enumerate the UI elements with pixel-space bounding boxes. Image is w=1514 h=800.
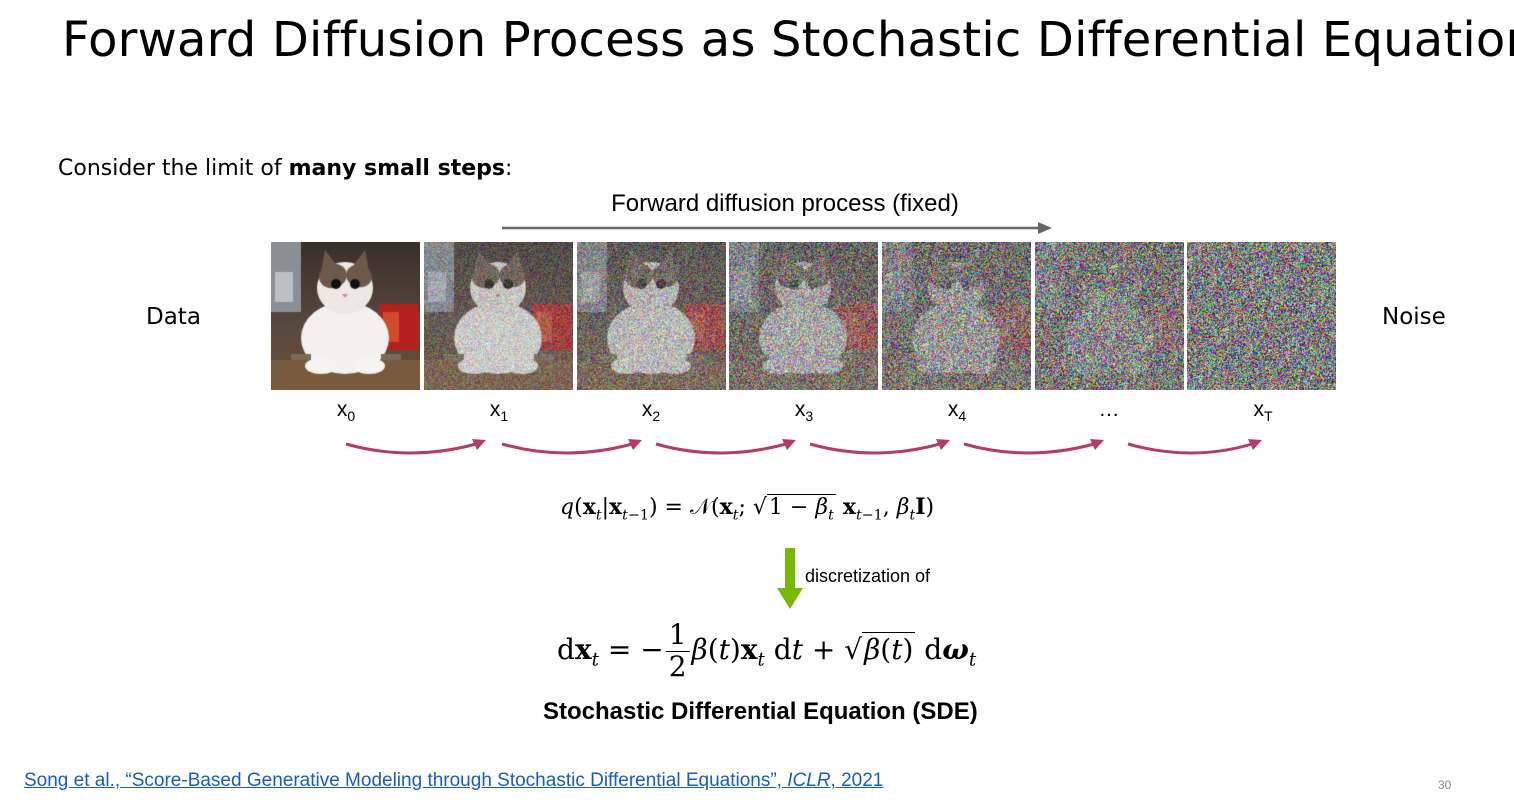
arc-head-5 xyxy=(1090,439,1104,450)
step-label-x2: x2 xyxy=(641,398,661,424)
step-label-x4: x4 xyxy=(947,398,967,424)
noise-label: Noise xyxy=(1382,304,1446,330)
arc-2-3 xyxy=(655,442,787,455)
slide-title: Forward Diffusion Process as Stochastic … xyxy=(62,12,1514,68)
sde-equation: dxt = −1 2 β(t)xt dt + √β(t) dωt xyxy=(557,618,977,683)
arc-head-3 xyxy=(782,439,796,450)
arc-head-1 xyxy=(472,439,486,450)
arc-4-5 xyxy=(963,442,1095,455)
sde-label: Stochastic Differential Equation (SDE) xyxy=(543,698,978,725)
data-label: Data xyxy=(146,304,201,330)
transition-arcs xyxy=(345,439,1262,455)
arc-0-1 xyxy=(345,442,477,455)
step-label-x3: x3 xyxy=(794,398,814,424)
frame-x3-noisy-image xyxy=(729,242,878,390)
process-label: Forward diffusion process (fixed) xyxy=(611,190,959,217)
step-label-xT: xT xyxy=(1253,398,1273,424)
frame-x1-noisy-image xyxy=(424,242,573,390)
arc-3-4 xyxy=(809,442,941,455)
page-number: 30 xyxy=(1438,778,1452,792)
discretization-arrow-icon xyxy=(777,548,803,609)
intro-text: Consider the limit of many small steps: xyxy=(58,156,512,181)
frame-x2-noisy-image xyxy=(577,242,726,390)
discretization-label: discretization of xyxy=(805,566,931,586)
frame-x4-noisy-image xyxy=(882,242,1031,390)
citation-link[interactable]: Song et al., “Score-Based Generative Mod… xyxy=(24,770,884,791)
transition-equation: q(xt|xt−1) = 𝒩(xt; √1 − βt xt−1, βtI) xyxy=(560,494,935,524)
arc-head-T xyxy=(1248,439,1262,450)
frame-xT-noise-image xyxy=(1187,242,1336,390)
intro-bold: many small steps xyxy=(288,156,505,181)
frame-ellipsis-noisy-image xyxy=(1035,242,1184,390)
process-arrow xyxy=(502,222,1052,234)
step-label-x0: x0 xyxy=(336,398,356,424)
arc-5-T xyxy=(1127,442,1253,455)
intro-prefix: Consider the limit of xyxy=(58,156,289,181)
arc-head-4 xyxy=(936,439,950,450)
frame-x0-cat-image xyxy=(271,242,420,390)
arc-head-2 xyxy=(628,439,642,450)
arc-1-2 xyxy=(501,442,633,455)
step-label-x1: x1 xyxy=(489,398,509,424)
step-label-ellipsis: … xyxy=(1098,398,1120,421)
intro-suffix: : xyxy=(504,156,513,181)
